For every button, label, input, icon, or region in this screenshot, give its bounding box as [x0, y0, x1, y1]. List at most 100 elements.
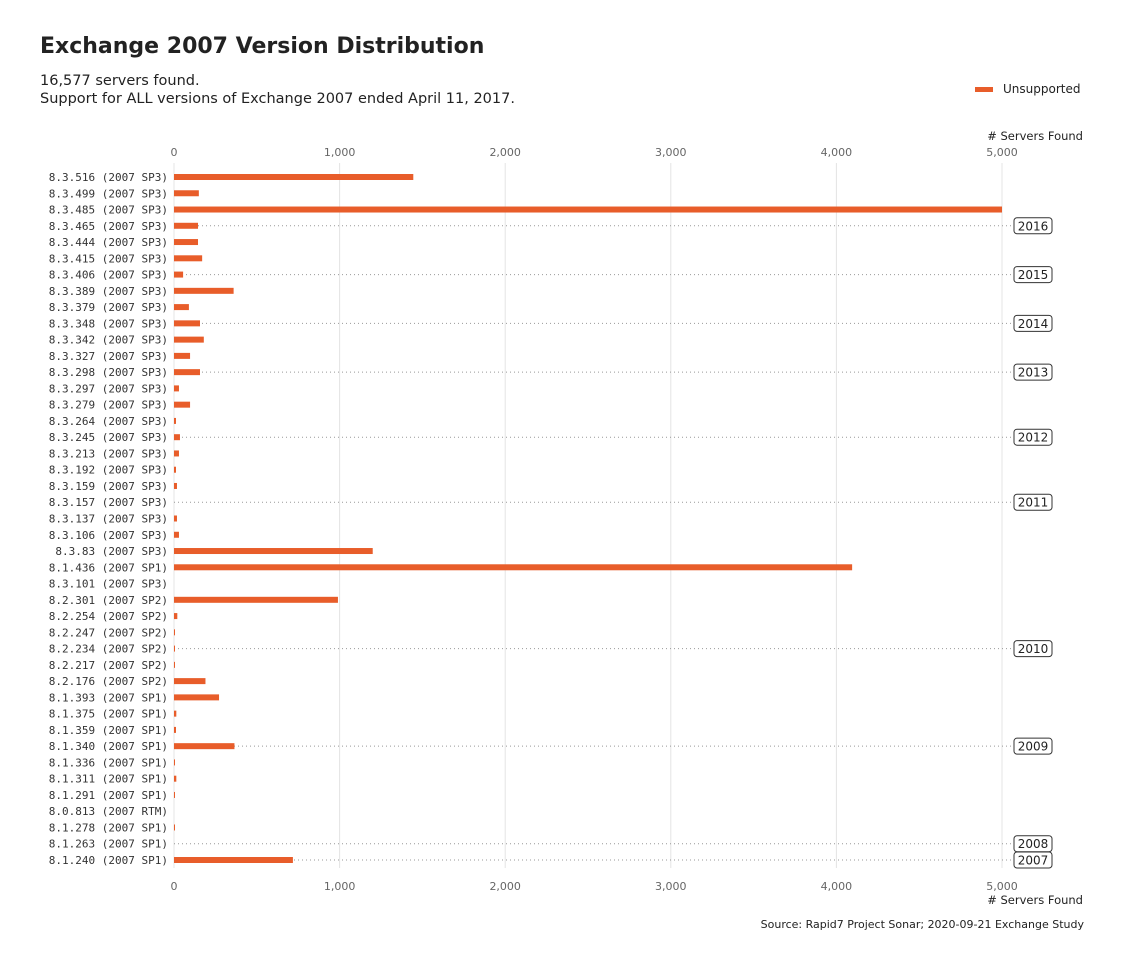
year-marker-label: 2012 [1018, 431, 1049, 445]
year-marker-box [1013, 314, 1053, 332]
bar [174, 190, 199, 197]
bar [174, 629, 175, 636]
bar [174, 515, 177, 522]
y-tick-label: 8.1.278 (2007 SP1) [49, 821, 168, 834]
bar [174, 466, 176, 473]
year-marker-label: 2007 [1018, 854, 1049, 868]
y-tick-label: 8.3.499 (2007 SP3) [49, 187, 168, 200]
y-tick-label: 8.1.240 (2007 SP1) [49, 854, 168, 867]
bar [174, 694, 220, 701]
year-marker-box [1013, 640, 1053, 658]
x-tick-label-top: 0 [171, 146, 178, 159]
y-tick-label: 8.3.444 (2007 SP3) [49, 236, 168, 249]
y-tick-label: 8.3.83 (2007 SP3) [55, 545, 168, 558]
y-tick-label: 8.1.393 (2007 SP1) [49, 691, 168, 704]
bar [174, 645, 175, 652]
bar [174, 401, 191, 408]
bar [174, 287, 234, 294]
y-tick-label: 8.3.406 (2007 SP3) [49, 269, 168, 282]
bar [174, 548, 373, 555]
y-tick-label: 8.1.375 (2007 SP1) [49, 708, 168, 721]
y-tick-label: 8.1.436 (2007 SP1) [49, 561, 168, 574]
year-marker-box [1013, 217, 1053, 235]
y-tick-label: 8.3.101 (2007 SP3) [49, 578, 168, 591]
bar [174, 678, 206, 685]
y-tick-label: 8.3.213 (2007 SP3) [49, 447, 168, 460]
y-tick-label: 8.3.348 (2007 SP3) [49, 317, 168, 330]
bar [174, 710, 177, 717]
y-tick-label: 8.3.389 (2007 SP3) [49, 285, 168, 298]
y-tick-label: 8.1.336 (2007 SP1) [49, 756, 168, 769]
legend-swatch [975, 86, 993, 92]
x-tick-label-top: 1,000 [324, 146, 356, 159]
bar [174, 206, 1002, 213]
y-tick-label: 8.3.192 (2007 SP3) [49, 464, 168, 477]
x-tick-label-top: 2,000 [489, 146, 521, 159]
y-tick-label: 8.3.415 (2007 SP3) [49, 252, 168, 265]
legend: Unsupported [975, 82, 1080, 96]
y-tick-label: 8.1.340 (2007 SP1) [49, 740, 168, 753]
y-tick-label: 8.2.301 (2007 SP2) [49, 594, 168, 607]
bar [174, 255, 203, 262]
y-tick-label: 8.2.176 (2007 SP2) [49, 675, 168, 688]
bar [174, 564, 853, 571]
chart-title: Exchange 2007 Version Distribution [40, 34, 485, 59]
bar [174, 352, 191, 359]
bar [174, 482, 177, 489]
y-tick-label: 8.3.264 (2007 SP3) [49, 415, 168, 428]
bar [174, 857, 293, 863]
chart-subtitle-2: Support for ALL versions of Exchange 200… [40, 91, 515, 107]
x-tick-label-bottom: 4,000 [821, 880, 853, 893]
year-marker-label: 2009 [1018, 740, 1049, 754]
year-marker-box [1013, 266, 1053, 284]
x-tick-label-bottom: 2,000 [489, 880, 521, 893]
x-axis-title-bottom: # Servers Found [987, 893, 1083, 907]
bar [174, 613, 178, 620]
y-tick-label: 8.1.311 (2007 SP1) [49, 773, 168, 786]
year-marker-box [1013, 737, 1053, 755]
y-tick-label: 8.3.279 (2007 SP3) [49, 399, 168, 412]
x-tick-label-top: 3,000 [655, 146, 687, 159]
x-tick-label-top: 4,000 [821, 146, 853, 159]
y-tick-label: 8.2.247 (2007 SP2) [49, 626, 168, 639]
bar [174, 222, 199, 229]
y-tick-label: 8.3.342 (2007 SP3) [49, 334, 168, 347]
chart-subtitle-1: 16,577 servers found. [40, 73, 200, 89]
bar [174, 434, 180, 441]
year-marker-label: 2010 [1018, 642, 1049, 656]
year-marker-label: 2014 [1018, 317, 1049, 331]
bar [174, 824, 175, 831]
bar [174, 385, 179, 392]
x-tick-label-bottom: 5,000 [986, 880, 1018, 893]
y-tick-label: 8.3.485 (2007 SP3) [49, 204, 168, 217]
bar [174, 759, 175, 766]
bar [174, 417, 176, 424]
y-tick-label: 8.3.159 (2007 SP3) [49, 480, 168, 493]
bar [174, 320, 200, 327]
source-note: Source: Rapid7 Project Sonar; 2020-09-21… [760, 918, 1084, 931]
y-tick-label: 8.3.106 (2007 SP3) [49, 529, 168, 542]
bar [174, 369, 200, 376]
bar [174, 775, 177, 782]
x-tick-label-bottom: 1,000 [324, 880, 356, 893]
bar [174, 239, 199, 246]
y-tick-label: 8.2.217 (2007 SP2) [49, 659, 168, 672]
y-tick-label: 8.3.379 (2007 SP3) [49, 301, 168, 314]
legend-label: Unsupported [1003, 82, 1081, 96]
y-tick-label: 8.2.234 (2007 SP2) [49, 643, 168, 656]
bar [174, 304, 189, 311]
year-marker-label: 2008 [1018, 837, 1049, 851]
y-tick-label: 8.0.813 (2007 RTM) [49, 805, 168, 818]
y-tick-label: 8.3.465 (2007 SP3) [49, 220, 168, 233]
year-marker-box [1013, 851, 1053, 869]
year-marker-label: 2011 [1018, 496, 1049, 510]
bar [174, 174, 414, 180]
y-tick-label: 8.3.298 (2007 SP3) [49, 366, 168, 379]
year-marker-box [1013, 493, 1053, 511]
y-tick-label: 8.3.516 (2007 SP3) [49, 171, 168, 184]
bar [174, 336, 204, 343]
y-tick-label: 8.3.297 (2007 SP3) [49, 382, 168, 395]
x-tick-label-bottom: 3,000 [655, 880, 687, 893]
